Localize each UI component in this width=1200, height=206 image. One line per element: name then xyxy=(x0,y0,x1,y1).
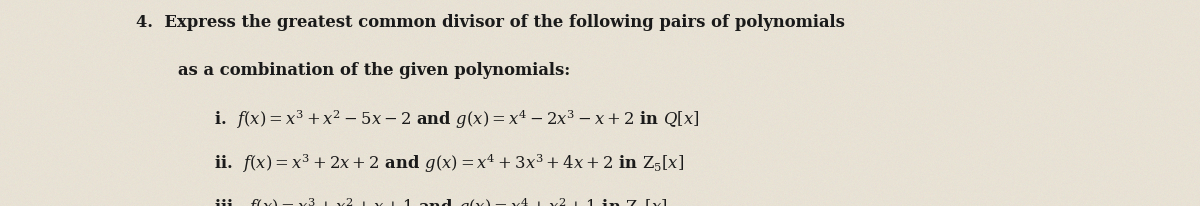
Text: 4.  Express the greatest common divisor of the following pairs of polynomials: 4. Express the greatest common divisor o… xyxy=(136,14,845,31)
Text: i.  $f(x) = x^3 + x^2 - 5x - 2$ and $g(x) = x^4 - 2x^3 - x + 2$ in $\mathit{Q}[x: i. $f(x) = x^3 + x^2 - 5x - 2$ and $g(x)… xyxy=(214,107,698,130)
Text: as a combination of the given polynomials:: as a combination of the given polynomial… xyxy=(178,62,570,79)
Text: iii.  $f(x) = x^3 + x^2 + x + 1$ and $g(x) = x^4 + x^2 + 1$ in $\mathrm{Z}_2[x]$: iii. $f(x) = x^3 + x^2 + x + 1$ and $g(x… xyxy=(214,195,667,206)
Text: ii.  $f(x) = x^3 + 2x + 2$ and $g(x) = x^4 + 3x^3 + 4x + 2$ in $\mathrm{Z}_5[x]$: ii. $f(x) = x^3 + 2x + 2$ and $g(x) = x^… xyxy=(214,150,684,174)
